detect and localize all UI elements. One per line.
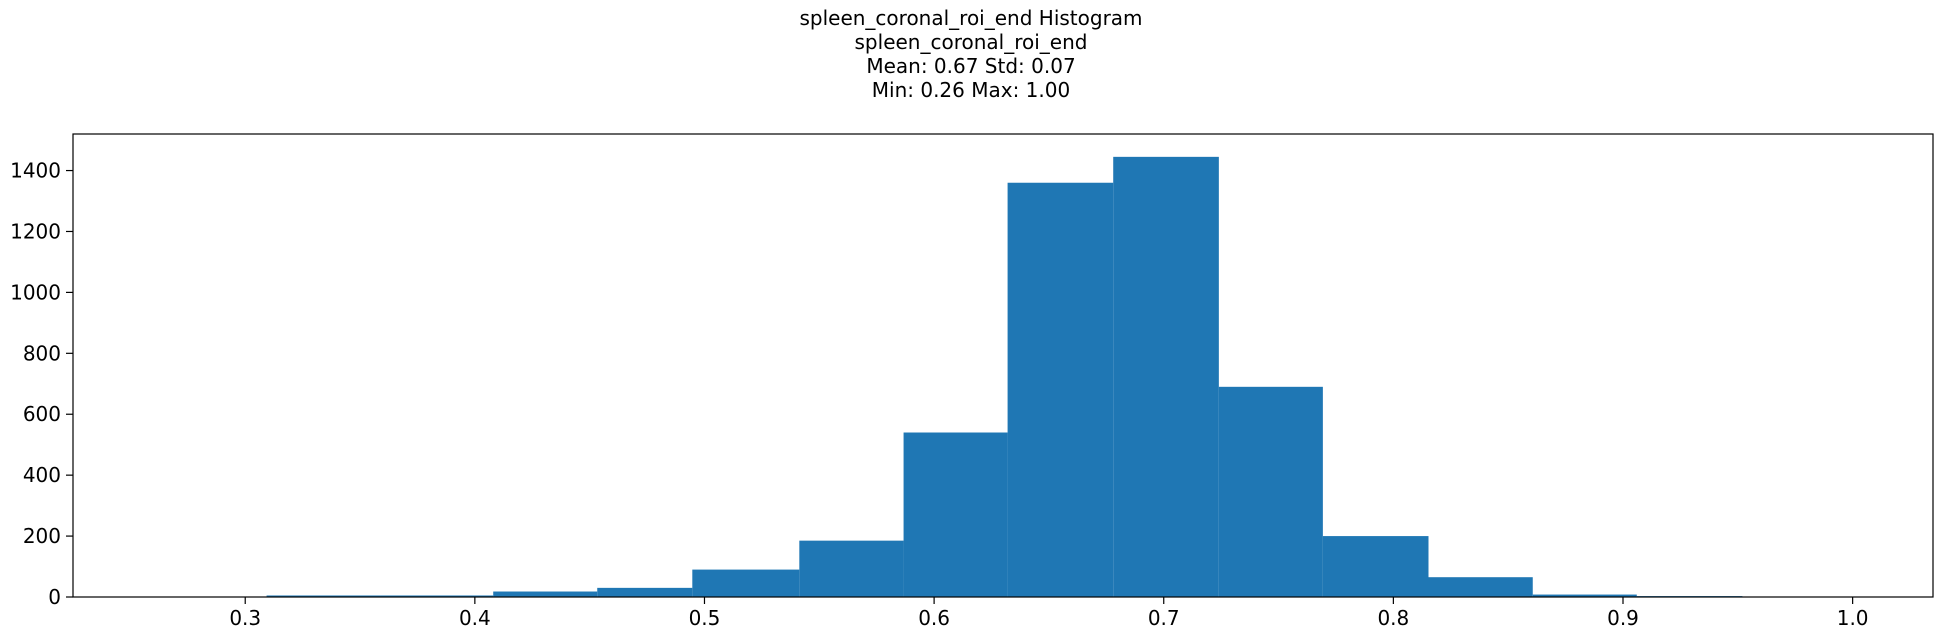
x-axis-ticks: 0.3 0.4 0.5 0.6 0.7 0.8 0.9 1.0 [229,597,1869,630]
x-tick-label: 0.8 [1377,606,1409,630]
x-tick-label: 0.9 [1607,606,1639,630]
x-tick-label: 0.4 [459,606,491,630]
chart-subtitle-line-3: Min: 0.26 Max: 1.00 [871,78,1071,102]
histogram-bar [692,569,800,597]
histogram-bar [1322,536,1429,597]
chart-title: spleen_coronal_roi_end Histogram [799,6,1143,30]
plot-area-frame [72,133,1934,598]
x-tick-label: 0.6 [918,606,950,630]
x-tick-label: 0.3 [229,606,261,630]
chart-subtitle-line-2: Mean: 0.67 Std: 0.07 [866,54,1076,78]
histogram-bar [1428,577,1533,597]
y-axis-ticks: 0 200 400 600 800 1000 1200 1400 [10,159,73,609]
y-tick-label: 0 [48,585,61,609]
chart-subtitle-line-1: spleen_coronal_roi_end [854,30,1088,54]
y-tick-label: 600 [23,402,61,426]
histogram-bar [380,595,494,597]
y-tick-label: 1400 [10,159,61,183]
chart-title-block: spleen_coronal_roi_end Histogram spleen_… [0,6,1942,102]
histogram-bars [153,156,1853,598]
y-tick-label: 800 [23,341,61,365]
x-tick-label: 1.0 [1837,606,1869,630]
histogram-bar [266,595,381,597]
y-tick-label: 400 [23,463,61,487]
x-tick-label: 0.7 [1148,606,1180,630]
histogram-bar [1218,386,1323,597]
histogram-bar [1532,594,1637,597]
histogram-bar [903,432,1008,597]
x-tick-label: 0.5 [689,606,721,630]
histogram-bar [1007,182,1114,598]
y-tick-label: 200 [23,524,61,548]
histogram-bar [1113,156,1219,597]
y-tick-label: 1200 [10,219,61,243]
histogram-bar [799,540,904,597]
histogram-bar [597,587,693,597]
histogram-bar [493,591,598,597]
y-tick-label: 1000 [10,280,61,304]
